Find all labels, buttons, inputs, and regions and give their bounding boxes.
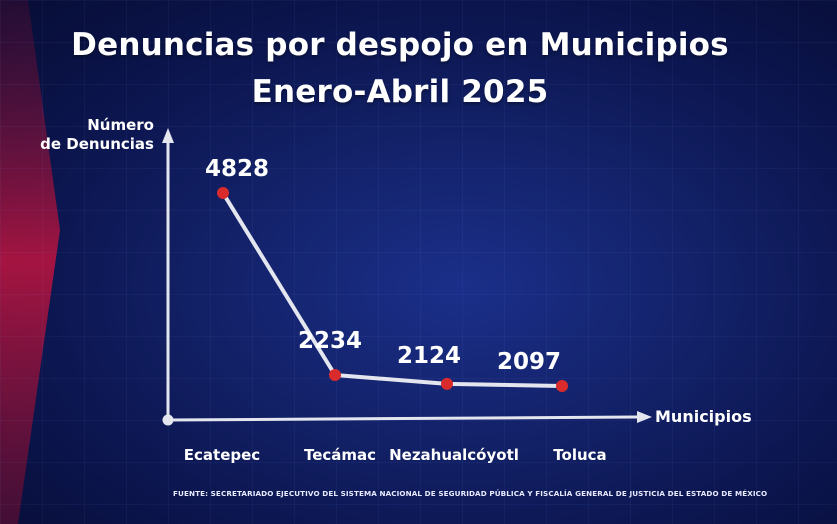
- x-axis-arrow: [637, 411, 652, 423]
- source-note: FUENTE: SECRETARIADO EJECUTIVO DEL SISTE…: [173, 489, 768, 498]
- chart-title: Denuncias por despojo en Municipios Ener…: [0, 22, 800, 116]
- data-point-3: [556, 380, 568, 392]
- data-label-1: 2234: [298, 328, 362, 354]
- x-tick-label-1: Tecámac: [304, 446, 376, 464]
- x-tick-label-2: Nezahualcóyotl: [389, 446, 519, 464]
- y-axis-title-line-1: Número: [87, 116, 154, 134]
- series-line: [221, 191, 564, 388]
- chart-title-line-2: Enero-Abril 2025: [251, 74, 549, 110]
- data-label-3: 2097: [497, 349, 561, 375]
- red-accent-shape: [0, 0, 70, 524]
- data-label-0: 4828: [205, 156, 269, 182]
- x-tick-label-3: Toluca: [553, 446, 606, 464]
- series-markers: [217, 187, 568, 392]
- red-accent-graphic: [0, 0, 60, 524]
- data-point-0: [217, 187, 229, 199]
- y-axis-arrow: [162, 128, 174, 143]
- x-axis-line: [167, 415, 641, 422]
- chart-title-line-1: Denuncias por despojo en Municipios: [71, 27, 729, 63]
- data-label-2: 2124: [397, 343, 461, 369]
- axis-origin-dot: [162, 414, 174, 426]
- x-tick-labels: Ecatepec Tecámac Nezahualcóyotl Toluca: [184, 446, 607, 464]
- y-axis-title: Número de Denuncias: [30, 116, 154, 154]
- x-axis-title: Municipios: [655, 407, 752, 426]
- x-tick-label-0: Ecatepec: [184, 446, 260, 464]
- data-labels: 4828 2234 2124 2097: [205, 156, 561, 375]
- data-point-1: [329, 369, 341, 381]
- data-point-2: [441, 377, 453, 390]
- axes: [162, 128, 652, 426]
- y-axis-title-line-2: de Denuncias: [40, 135, 154, 153]
